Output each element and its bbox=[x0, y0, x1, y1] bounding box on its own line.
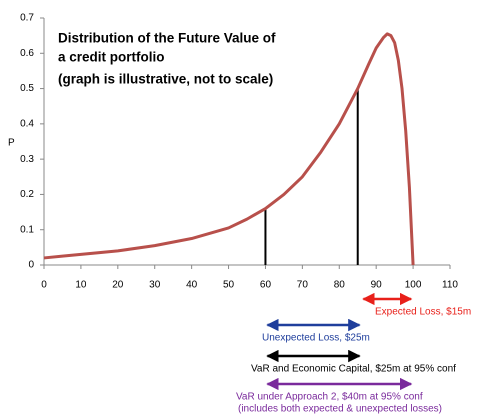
y-tick-label: 0.1 bbox=[20, 224, 34, 235]
y-tick-label: 0.5 bbox=[20, 83, 34, 94]
x-tick-label: 70 bbox=[297, 280, 309, 291]
y-tick-label: 0.2 bbox=[20, 189, 34, 200]
curve bbox=[43, 32, 415, 266]
annotation-label: Unexpected Loss, $25m bbox=[262, 333, 370, 344]
y-axis-label: P bbox=[8, 138, 15, 149]
x-tick-label: 20 bbox=[112, 280, 124, 291]
x-tick-label: 80 bbox=[334, 280, 346, 291]
x-tick-label: 40 bbox=[186, 280, 198, 291]
annotation-label: VaR under Approach 2, $40m at 95% conf bbox=[236, 392, 423, 403]
x-tick-label: 60 bbox=[260, 280, 272, 291]
x-tick-label: 0 bbox=[41, 280, 47, 291]
annotation-label: Expected Loss, $15m bbox=[375, 307, 471, 318]
y-tick-label: 0.6 bbox=[20, 48, 34, 59]
y-tick-label: 0.4 bbox=[20, 118, 34, 129]
y-tick-label: 0.7 bbox=[20, 13, 34, 24]
x-tick-label: 50 bbox=[223, 280, 235, 291]
x-tick-label: 110 bbox=[442, 280, 458, 291]
chart-subtitle: (graph is illustrative, not to scale) bbox=[58, 72, 273, 87]
y-tick-label: 0 bbox=[28, 260, 34, 271]
x-tick-label: 10 bbox=[75, 280, 87, 291]
x-tick-label: 90 bbox=[371, 280, 383, 291]
x-tick-label: 100 bbox=[405, 280, 422, 291]
annotation-label: (includes both expected & unexpected los… bbox=[238, 404, 442, 415]
annotation-label: VaR and Economic Capital, $25m at 95% co… bbox=[251, 364, 456, 375]
chart-title: Distribution of the Future Value of bbox=[58, 31, 276, 46]
y-tick-label: 0.3 bbox=[20, 154, 34, 165]
chart-title: a credit portfolio bbox=[58, 50, 165, 65]
x-tick-label: 30 bbox=[149, 280, 161, 291]
